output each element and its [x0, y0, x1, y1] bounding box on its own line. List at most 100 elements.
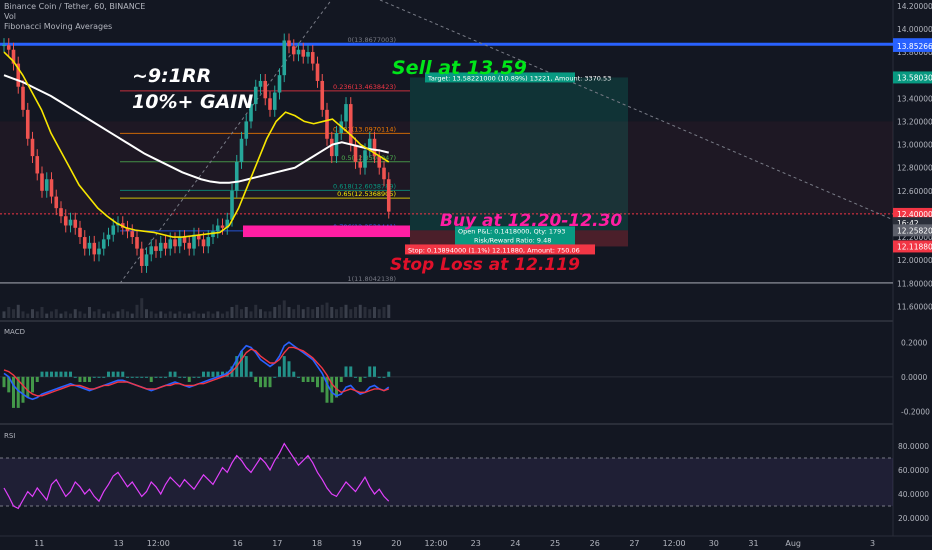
volume-bar	[373, 307, 376, 318]
candle-body	[325, 109, 329, 139]
candle-body	[11, 49, 16, 64]
price-marker-label: 12.2582000	[897, 226, 932, 235]
price-tick-label: 14.2000000	[897, 2, 932, 11]
macd-histogram-bar	[40, 371, 44, 377]
macd-histogram-bar	[335, 376, 338, 398]
macd-signal-line	[3, 346, 389, 397]
candle-body	[2, 45, 6, 47]
macd-histogram-bar	[387, 371, 391, 377]
symbol-title: Binance Coin / Tether, 60, BINANCE	[4, 2, 146, 11]
volume-bar	[7, 307, 11, 318]
macd-histogram-bar	[316, 376, 319, 388]
macd-histogram-bar	[363, 376, 367, 378]
macd-histogram-bar	[254, 376, 258, 382]
candle-body	[73, 219, 78, 228]
macd-histogram-bar	[273, 376, 277, 378]
candle-body	[78, 227, 82, 238]
volume-bar	[69, 313, 72, 318]
volume-bar	[216, 311, 220, 318]
macd-histogram-bar	[202, 371, 205, 377]
volume-bar	[311, 309, 315, 318]
candle-body	[258, 80, 263, 87]
volume-bar	[121, 309, 125, 318]
buy-zone-bar	[243, 225, 410, 238]
price-marker-bg	[893, 39, 932, 52]
volume-bar	[102, 313, 106, 318]
candle-body	[277, 75, 282, 93]
volume-bar	[149, 311, 153, 318]
time-tick-label: 27	[629, 539, 639, 548]
candle-body	[196, 234, 201, 240]
time-tick-label: 20	[391, 539, 401, 548]
macd-histogram-bar	[97, 376, 101, 378]
rsi-tick-label: 60.0000	[898, 466, 929, 475]
macd-histogram-bar	[278, 366, 281, 377]
time-tick-label: 18	[312, 539, 322, 548]
time-tick-label: 17	[272, 539, 282, 548]
macd-histogram-bar	[373, 366, 376, 377]
volume-bar	[221, 313, 224, 318]
volume-bar	[354, 307, 357, 318]
volume-bar	[111, 313, 115, 318]
price-tick-label: 12.0000000	[897, 256, 932, 265]
candle-body	[348, 104, 353, 145]
macd-histogram-bar	[2, 376, 6, 388]
macd-histogram-bar	[88, 376, 91, 382]
macd-histogram-bar	[211, 371, 215, 377]
candle-body	[125, 227, 130, 232]
volume-bar	[173, 313, 177, 318]
ma-white-line	[3, 74, 389, 184]
price-marker-bg	[893, 224, 932, 237]
stop-label: Stop: 0.13894000 (1.1%) 12.11880, Amount…	[408, 246, 580, 254]
candle-body	[244, 121, 249, 139]
macd-histogram-bar	[349, 366, 353, 377]
macd-histogram-bar	[78, 376, 82, 382]
macd-histogram-bar	[183, 376, 186, 378]
candle-body	[182, 237, 187, 243]
macd-histogram-bar	[377, 376, 381, 378]
macd-histogram-bar	[140, 376, 144, 378]
volume-bar	[358, 304, 362, 318]
volume-bar	[225, 311, 229, 318]
time-tick-label: 31	[748, 539, 758, 548]
macd-histogram-bar	[59, 371, 63, 377]
sell-annotation: Sell at 13.59	[392, 57, 527, 79]
volume-bar	[263, 311, 267, 318]
rsi-tick-label: 80.0000	[898, 442, 929, 451]
volume-bar	[235, 304, 239, 318]
macd-histogram-bar	[50, 371, 53, 377]
volume-bar	[168, 311, 172, 318]
macd-histogram-bar	[244, 356, 248, 377]
volume-bar	[244, 307, 248, 318]
volume-bar	[64, 311, 68, 318]
candle-body	[253, 86, 258, 105]
candle-body	[363, 150, 367, 168]
volume-bar	[50, 311, 53, 318]
macd-histogram-bar	[111, 371, 115, 377]
candle-body	[40, 173, 44, 191]
time-tick-label: 12:00	[147, 539, 170, 548]
macd-histogram-bar	[216, 371, 220, 377]
candle-body	[230, 190, 234, 220]
volume-bar	[88, 307, 91, 318]
indicator-label: Fibonacci Moving Averages	[4, 22, 113, 31]
price-marker-bg	[893, 207, 932, 220]
macd-histogram-bar	[168, 371, 172, 377]
macd-histogram-bar	[12, 376, 15, 408]
volume-bar	[83, 313, 87, 318]
candle-body	[44, 179, 49, 191]
volume-bar	[211, 313, 215, 318]
price-tick-label: 13.2000000	[897, 117, 932, 126]
candle-body	[353, 144, 358, 162]
candle-body	[30, 138, 35, 157]
volume-label: Vol	[4, 12, 16, 21]
time-tick-label: 23	[471, 539, 481, 548]
candle-body	[268, 98, 272, 110]
macd-histogram-bar	[311, 376, 315, 382]
volume-bar	[45, 313, 49, 318]
volume-bar	[2, 311, 6, 318]
volume-bar	[35, 311, 39, 318]
fib-level-label: 0.618(12.6038789)	[333, 182, 396, 190]
